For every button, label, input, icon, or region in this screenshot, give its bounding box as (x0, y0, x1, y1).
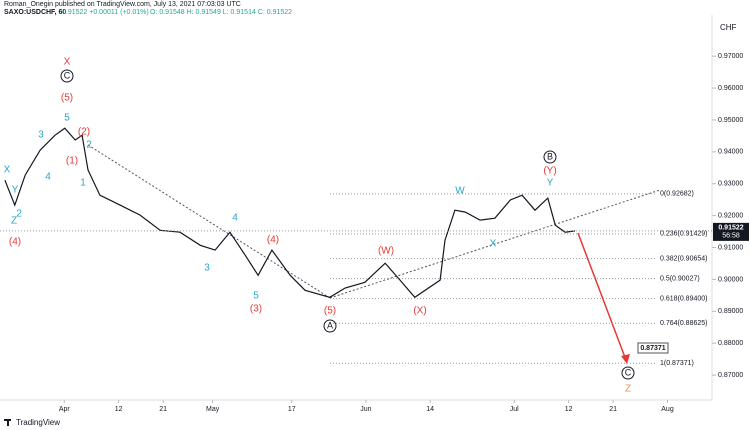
wave-label: B (547, 151, 553, 161)
countdown: 56:58 (722, 233, 740, 240)
currency: CHF (720, 23, 737, 32)
trend-lines (87, 144, 661, 299)
target-tag: 0.87371 (640, 345, 665, 352)
x-tick-label: Apr (59, 406, 71, 413)
y-tick-label: 0.87000 (718, 372, 743, 379)
wave-label: 4 (45, 172, 51, 183)
price-tag-box (713, 222, 749, 241)
wave-label: (1) (66, 156, 78, 167)
wave-circle (60, 69, 74, 83)
wave-label: (3) (250, 304, 262, 315)
x-tick-label: 12 (565, 406, 573, 413)
wave-label: 1 (80, 178, 86, 189)
target-tag-box (637, 342, 669, 354)
wave-label: A (327, 320, 333, 330)
x-tick-label: 17 (288, 406, 296, 413)
change: 0.91522 +0.00011 (+0.01%) (62, 9, 149, 16)
wave-label: X (4, 165, 11, 176)
wave-label: Y (547, 178, 554, 189)
x-tick-label: 14 (426, 406, 434, 413)
x-tick-label: 21 (609, 406, 617, 413)
wave-label: (5) (324, 306, 336, 317)
x-tick-label: Jun (360, 406, 371, 413)
wave-label: (4) (9, 237, 21, 248)
wave-label: (2) (78, 127, 90, 138)
fib-label: 0.382(0.90654) (660, 255, 707, 262)
y-tick-label: 0.95000 (718, 117, 743, 124)
symbol: SAXO:USDCHF, 60 (4, 9, 66, 16)
wave-label: 2 (16, 209, 22, 220)
y-tick-label: 0.90000 (718, 276, 743, 283)
fib-label: 1(0.87371) (660, 360, 694, 367)
y-tick-label: 0.97000 (718, 53, 743, 60)
wave-label: Z (11, 216, 17, 227)
wave-label: Z (625, 384, 631, 395)
wave-labels: X C (5) 5 3 (2) 2 (1) 1 4 X Y 2 Z (4) 4 … (4, 57, 635, 395)
wave-label: X (490, 239, 497, 250)
wave-label: (Y) (543, 166, 556, 177)
trend-line (329, 189, 661, 299)
author: Roman_Onegin published on TradingView.co… (4, 1, 241, 8)
fib-label: 0.5(0.90027) (660, 275, 700, 282)
fib-label: 0.618(0.89400) (660, 295, 707, 302)
wave-label: 3 (38, 130, 44, 141)
forecast-arrow (577, 232, 630, 364)
y-tick-label: 0.93000 (718, 181, 743, 188)
fib-label: 0(0.92682) (660, 191, 694, 198)
wave-circle (323, 319, 337, 333)
y-tick-label: 0.92000 (718, 212, 743, 219)
wave-label: (X) (413, 306, 426, 317)
arrow-head (621, 354, 630, 364)
x-tick-label: May (206, 406, 220, 413)
wave-label: (W) (378, 246, 394, 257)
x-tick-label: Jul (510, 406, 519, 413)
price-line (4, 127, 576, 299)
wave-label: Y (12, 185, 19, 196)
wave-label: (5) (61, 93, 73, 104)
wave-label: 5 (253, 291, 259, 302)
wave-label: 4 (232, 213, 238, 224)
x-tick-label: 12 (115, 406, 123, 413)
y-tick-label: 0.89000 (718, 308, 743, 315)
wave-circle (543, 150, 557, 164)
y-tick-label: 0.94000 (718, 149, 743, 156)
wave-label: W (455, 186, 465, 197)
y-tick-label: 0.88000 (718, 340, 743, 347)
logo-icon (4, 419, 11, 426)
fib-label: 0.764(0.88625) (660, 320, 707, 327)
wave-label: (4) (267, 235, 279, 246)
wave-label: C (625, 367, 632, 377)
y-tick-label: 0.91000 (718, 244, 743, 251)
wave-label: 3 (204, 263, 210, 274)
y-tick-label: 0.96000 (718, 85, 743, 92)
wave-label: C (64, 70, 71, 80)
ohlc: O: 0.91548 H: 0.91549 L: 0.91514 C: 0.91… (150, 9, 292, 16)
x-tick-label: 21 (159, 406, 167, 413)
wave-label: 5 (64, 113, 70, 124)
price-tag: 0.91522 (718, 225, 743, 232)
wave-label: X (64, 57, 71, 68)
footer-logo: TradingView (16, 418, 60, 427)
wave-circle (621, 366, 635, 380)
fib-label: 0.236(0.91429) (660, 231, 707, 238)
wave-label: 2 (86, 140, 92, 151)
x-tick-label: Aug (661, 406, 674, 413)
arrow-shaft (577, 232, 627, 361)
